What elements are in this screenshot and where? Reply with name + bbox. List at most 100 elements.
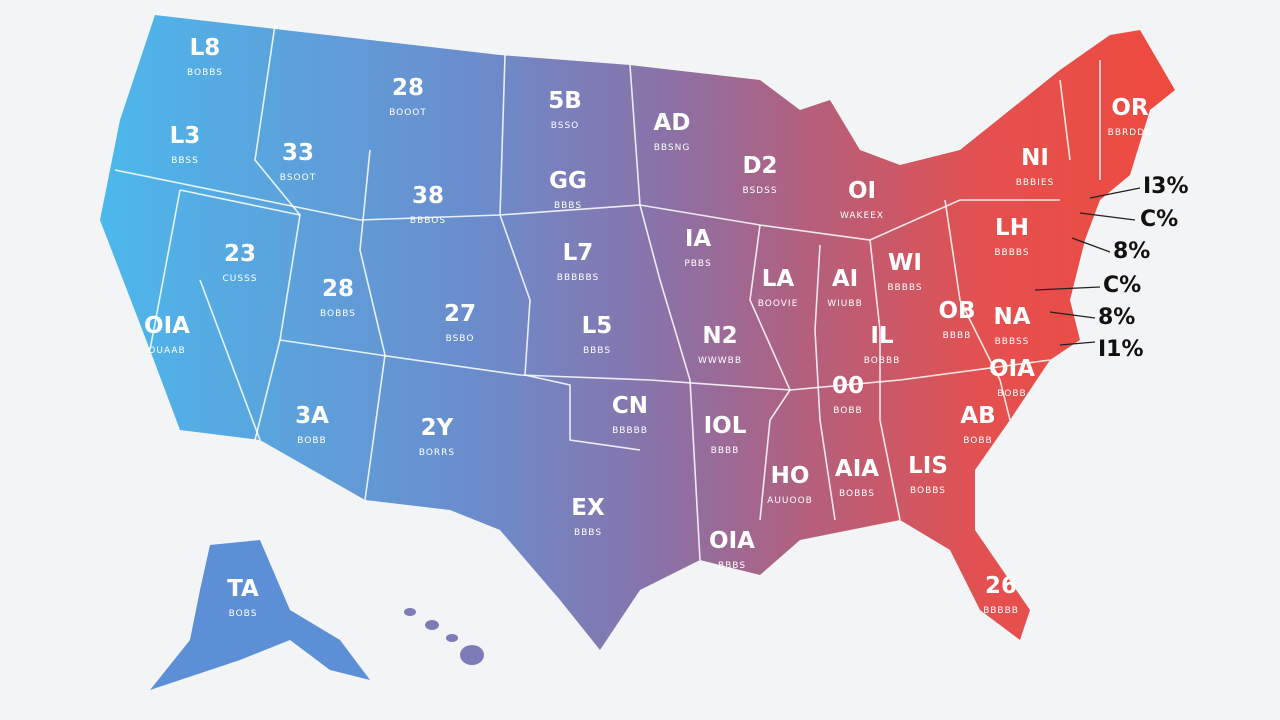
leader-line bbox=[1089, 187, 1141, 199]
state-sublabel: WAKEEX bbox=[840, 211, 884, 221]
state-label: L3 bbox=[170, 123, 201, 149]
state-label: NA bbox=[993, 304, 1030, 330]
state-sublabel: BOOVIE bbox=[758, 299, 799, 309]
state-sublabel: BBBS bbox=[718, 561, 746, 571]
leader-line bbox=[1049, 311, 1096, 319]
state-sublabel: BOBBB bbox=[864, 356, 901, 366]
state-sublabel: BOBBS bbox=[839, 489, 875, 499]
state-sublabel: PBBS bbox=[684, 259, 711, 269]
callout-label: I3% bbox=[1143, 174, 1189, 199]
border bbox=[359, 149, 386, 501]
state-label: AB bbox=[960, 403, 995, 429]
state-label: OIA bbox=[709, 528, 755, 554]
state-label: IL bbox=[870, 323, 894, 349]
border bbox=[944, 60, 1101, 421]
state-label: IOL bbox=[704, 413, 747, 439]
state-sublabel: BBBBB bbox=[983, 606, 1019, 616]
state-label: OB bbox=[938, 298, 975, 324]
state-sublabel: CUSSS bbox=[222, 274, 257, 284]
state-label: 38 bbox=[412, 183, 444, 209]
island bbox=[425, 620, 439, 630]
state-sublabel: OUAAB bbox=[148, 346, 185, 356]
state-sublabel: BOBB bbox=[833, 406, 862, 416]
alaska bbox=[150, 540, 370, 690]
state-sublabel: BBBBS bbox=[994, 248, 1029, 258]
callout-label: 8% bbox=[1113, 239, 1150, 264]
border bbox=[499, 54, 641, 451]
state-label: 28 bbox=[322, 276, 354, 302]
state-label: HO bbox=[771, 463, 810, 489]
leader-line bbox=[1034, 286, 1101, 291]
hawaii bbox=[404, 608, 484, 665]
state-sublabel: BSOOT bbox=[280, 173, 316, 183]
state-sublabel: BOBBS bbox=[187, 68, 223, 78]
state-labels: L8 BOBBS 28 BOOOT 5B BSSO AD BBSNG OR BBRDDB L3 BBS… bbox=[144, 35, 1153, 619]
callouts: I3% C% 8% C% 8% I1% bbox=[1098, 174, 1189, 362]
state-label: OR bbox=[1111, 95, 1149, 121]
border bbox=[814, 244, 836, 521]
leader-line bbox=[1059, 341, 1096, 346]
border bbox=[149, 189, 301, 441]
state-label: 26 bbox=[985, 573, 1017, 599]
state-sublabel: BOBB bbox=[963, 436, 992, 446]
state-sublabel: BBBIES bbox=[1016, 178, 1055, 188]
state-sublabel: WWWBB bbox=[698, 356, 742, 366]
state-label: IA bbox=[685, 226, 712, 252]
state-sublabel: BBBB bbox=[711, 446, 740, 456]
state-label: L5 bbox=[582, 313, 613, 339]
state-sublabel: BBBB bbox=[943, 331, 972, 341]
state-label: OIA bbox=[144, 313, 190, 339]
state-sublabel: WIUBB bbox=[827, 299, 863, 309]
state-label: NI bbox=[1021, 145, 1049, 171]
state-sublabel: BBBOS bbox=[410, 216, 446, 226]
state-label: LA bbox=[762, 266, 795, 292]
state-sublabel: BOBS bbox=[229, 609, 258, 619]
state-label: WI bbox=[888, 250, 922, 276]
state-label: 23 bbox=[224, 241, 256, 267]
state-label: L7 bbox=[563, 240, 594, 266]
island bbox=[446, 634, 458, 642]
state-label: 28 bbox=[392, 75, 424, 101]
callout-label: 8% bbox=[1098, 305, 1135, 330]
callout-label: C% bbox=[1140, 207, 1178, 232]
state-sublabel: BOOOT bbox=[389, 108, 427, 118]
state-sublabel: BOBB bbox=[297, 436, 326, 446]
callout-lines bbox=[1034, 187, 1141, 346]
state-label: 00 bbox=[832, 373, 864, 399]
state-sublabel: BSSO bbox=[551, 121, 580, 131]
island bbox=[460, 645, 484, 665]
contiguous-us bbox=[100, 15, 1175, 650]
leader-line bbox=[1071, 237, 1111, 253]
state-sublabel: BOBB bbox=[997, 389, 1026, 399]
state-label: OIA bbox=[989, 356, 1035, 382]
border bbox=[114, 169, 1060, 241]
border bbox=[749, 224, 791, 521]
state-sublabel: BBBBS bbox=[887, 283, 922, 293]
callout-label: I1% bbox=[1098, 337, 1144, 362]
state-label: 3A bbox=[295, 403, 329, 429]
state-sublabel: BOBBS bbox=[910, 486, 946, 496]
state-label: TA bbox=[227, 576, 259, 602]
state-label: D2 bbox=[742, 153, 777, 179]
state-sublabel: BBBSS bbox=[995, 337, 1030, 347]
state-label: LH bbox=[995, 215, 1029, 241]
state-sublabel: BBSNG bbox=[654, 143, 691, 153]
state-sublabel: BBSS bbox=[171, 156, 199, 166]
state-sublabel: BBBBB bbox=[612, 426, 648, 436]
state-label: L8 bbox=[190, 35, 221, 61]
state-label: OI bbox=[848, 178, 876, 204]
state-sublabel: BBBS bbox=[554, 201, 582, 211]
state-sublabel: BBBBBS bbox=[557, 273, 599, 283]
state-sublabel: BORRS bbox=[419, 448, 455, 458]
border bbox=[629, 64, 701, 561]
state-label: EX bbox=[571, 495, 605, 521]
state-sublabel: BBRDDB bbox=[1108, 128, 1153, 138]
state-label: AIA bbox=[835, 456, 879, 482]
state-sublabel: BOBBS bbox=[320, 309, 356, 319]
state-label: 27 bbox=[444, 301, 476, 327]
state-borders bbox=[114, 24, 1101, 561]
state-label: CN bbox=[612, 393, 648, 419]
state-label: AI bbox=[832, 266, 858, 292]
state-label: 2Y bbox=[421, 415, 454, 441]
